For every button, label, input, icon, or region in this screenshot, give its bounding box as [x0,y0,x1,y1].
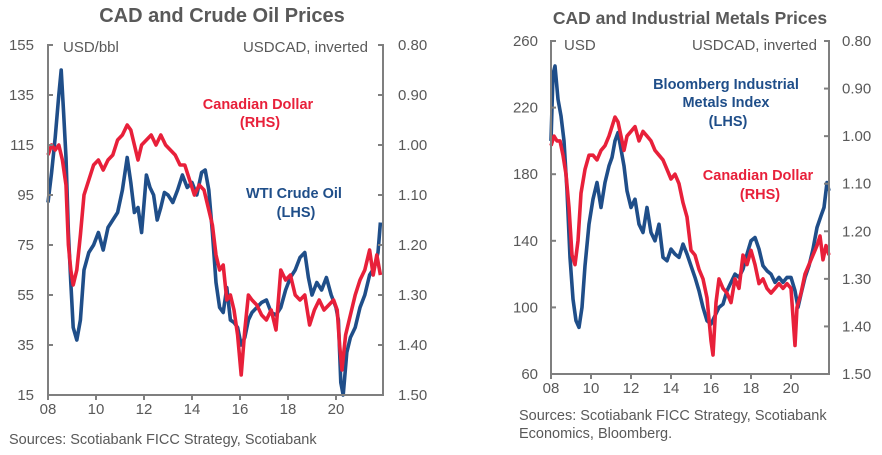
source-note: Sources: Scotiabank FICC Strategy, Scoti… [519,408,827,424]
x-ticks: 08 10 12 14 16 18 20 [40,395,345,418]
y-tick-label-right: 1.30 [398,287,427,304]
x-tick-label: 10 [583,380,600,397]
y-tick-label-left: 35 [17,337,34,354]
y-tick-label-left: 135 [9,87,34,104]
y-tick-label-left: 60 [521,366,538,383]
left-axis-unit: USD [564,37,596,54]
y-tick-label-right: 1.30 [842,271,871,288]
chart-cad-industrial-metals: CAD and Industrial Metals Prices USD USD… [513,8,871,442]
right-y-ticks: 0.80 0.90 1.00 1.10 1.20 1.30 1.40 1.50 [824,33,871,383]
y-tick-label-right: 1.20 [842,223,871,240]
annotation-line: (LHS) [277,205,316,221]
plot-frame [47,44,384,396]
left-y-ticks: 155 135 115 95 75 55 35 15 [9,37,53,404]
plot-frame [550,40,830,375]
y-tick-label-right: 0.90 [842,81,871,98]
y-tick-label-left: 180 [513,166,538,183]
series-line-rhs [549,115,831,357]
y-tick-label-right: 1.00 [842,128,871,145]
y-tick-label-right: 1.40 [842,318,871,335]
annotation-canadian-dollar: Canadian Dollar (RHS) [203,97,317,131]
y-tick-label-right: 1.00 [398,137,427,154]
x-tick-label: 16 [232,401,249,418]
annotation-wti-crude-oil: WTI Crude Oil (LHS) [246,186,346,221]
y-tick-label-right: 1.20 [398,237,427,254]
x-tick-label: 14 [663,380,680,397]
annotation-line: WTI Crude Oil [246,186,342,202]
annotation-bloomberg-metals: Bloomberg Industrial Metals Index (LHS) [653,77,803,130]
annotation-line: Canadian Dollar [203,97,314,113]
right-y-ticks: 0.80 0.90 1.00 1.10 1.20 1.30 1.40 1.50 [378,37,427,404]
y-tick-label-left: 260 [513,33,538,50]
x-tick-label: 08 [40,401,57,418]
y-tick-label-left: 220 [513,100,538,117]
y-tick-label-right: 1.50 [398,387,427,404]
right-axis-unit: USDCAD, inverted [692,37,817,54]
y-tick-label-right: 1.10 [842,176,871,193]
y-tick-label-left: 115 [10,137,34,154]
y-tick-label-right: 1.10 [398,187,427,204]
x-tick-label: 12 [136,401,153,418]
left-axis-unit: USD/bbl [63,39,119,56]
x-tick-label: 14 [184,401,201,418]
series-line-lhs [549,64,831,330]
left-y-ticks: 260 220 180 140 100 60 [513,33,556,383]
x-tick-label: 18 [280,401,297,418]
x-tick-label: 08 [543,380,560,397]
annotation-line: Canadian Dollar [703,168,814,184]
series-layer [549,64,831,357]
x-tick-label: 18 [743,380,760,397]
y-tick-label-left: 95 [17,187,34,204]
x-tick-label: 12 [623,380,640,397]
series-line-rhs [46,123,383,377]
x-tick-label: 10 [88,401,105,418]
y-tick-label-left: 75 [17,237,34,254]
chart-title: CAD and Crude Oil Prices [99,5,345,27]
y-tick-label-left: 140 [513,233,538,250]
annotation-line: (LHS) [709,114,748,130]
chart-title: CAD and Industrial Metals Prices [553,8,828,28]
y-tick-label-right: 0.80 [842,33,871,50]
annotation-line: (RHS) [740,187,780,203]
y-tick-label-left: 15 [17,387,34,404]
chart-cad-crude-oil: CAD and Crude Oil Prices USD/bbl USDCAD,… [9,5,427,448]
y-tick-label-right: 1.40 [398,337,427,354]
annotation-line: Bloomberg Industrial [653,77,799,93]
x-tick-label: 16 [703,380,720,397]
y-tick-label-right: 1.50 [842,366,871,383]
y-tick-label-left: 155 [9,37,34,54]
annotation-canadian-dollar: Canadian Dollar (RHS) [703,168,817,203]
source-note: Economics, Bloomberg. [519,426,672,442]
annotation-line: (RHS) [240,115,280,131]
y-tick-label-left: 100 [513,299,538,316]
x-tick-label: 20 [328,401,345,418]
source-note: Sources: Scotiabank FICC Strategy, Scoti… [9,432,317,448]
y-tick-label-left: 55 [17,287,34,304]
y-tick-label-right: 0.90 [398,87,427,104]
y-tick-label-right: 0.80 [398,37,427,54]
x-ticks: 08 10 12 14 16 18 20 [543,374,800,397]
x-tick-label: 20 [783,380,800,397]
annotation-line: Metals Index [682,95,769,111]
series-layer [46,68,383,397]
right-axis-unit: USDCAD, inverted [243,39,368,56]
